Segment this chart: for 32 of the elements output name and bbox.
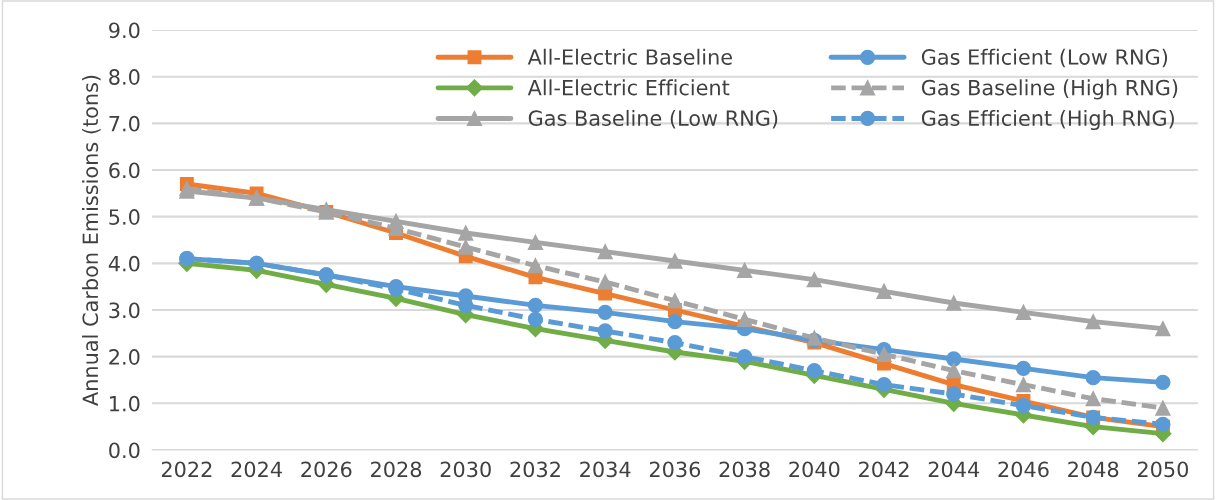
legend-label: Gas Baseline (High RNG): [921, 79, 1178, 100]
y-tick-label: 6.0: [109, 162, 140, 179]
y-tick-label: 3.0: [109, 302, 140, 319]
y-tick-label: 2.0: [109, 349, 140, 365]
x-tick-label: 2028: [371, 461, 422, 478]
x-tick-label: 2022: [161, 461, 212, 478]
x-tick-label: 2038: [719, 461, 770, 478]
legend-label: Gas Efficient (Low RNG): [921, 48, 1168, 68]
y-tick-label: 1.0: [110, 395, 140, 412]
x-tick-label: 2024: [231, 461, 282, 478]
legend-label: All-Electric Efficient: [527, 79, 730, 96]
y-tick-label: 5.0: [109, 209, 140, 225]
x-tick-label: 2042: [859, 461, 909, 478]
x-tick-label: 2040: [789, 461, 840, 478]
y-tick-label: 8.0: [109, 69, 140, 85]
x-tick-label: 2048: [1068, 461, 1119, 478]
x-tick-label: 2030: [440, 461, 491, 478]
legend-label: Gas Efficient (High RNG): [921, 109, 1174, 131]
x-tick-label: 2050: [1137, 461, 1189, 478]
y-tick-label: 7.0: [109, 115, 140, 132]
x-tick-label: 2026: [301, 461, 352, 478]
x-tick-label: 2044: [928, 461, 980, 478]
legend-label: Gas Baseline (Low RNG): [528, 109, 778, 129]
y-tick-label: 4.0: [108, 255, 140, 272]
legend-label: All-Electric Baseline: [527, 48, 732, 65]
y-tick-label: 9.0: [109, 22, 140, 39]
x-tick-label: 2036: [649, 461, 701, 478]
x-tick-label: 2032: [510, 461, 560, 478]
y-tick-label: 0.0: [109, 442, 140, 459]
x-tick-label: 2046: [998, 461, 1049, 478]
x-tick-label: 2034: [580, 461, 631, 478]
y-axis-title: Annual Carbon Emissions (tons): [82, 75, 101, 406]
